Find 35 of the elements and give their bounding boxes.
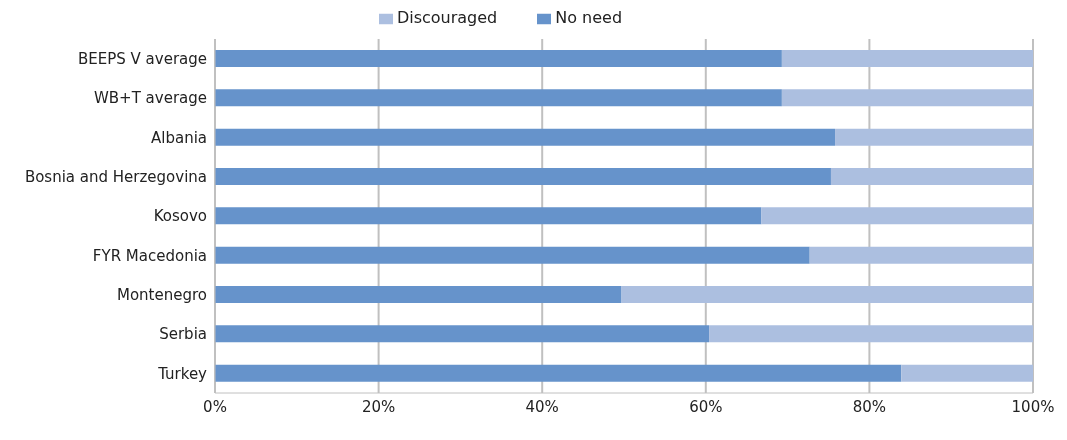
bar (215, 89, 782, 107)
bar (830, 168, 1033, 186)
x-tick-label: 20% (361, 397, 396, 416)
bar (215, 207, 762, 225)
bar (809, 246, 1033, 264)
x-tick-label: 80% (852, 397, 887, 416)
bar (761, 207, 1033, 225)
legend-label: No need (555, 8, 623, 27)
y-tick-label: Montenegro (116, 285, 207, 304)
bar (781, 89, 1033, 107)
bar (215, 128, 836, 146)
bar (215, 168, 831, 186)
legend-label: Discouraged (396, 8, 498, 27)
y-tick-label: Bosnia and Herzegovina (24, 167, 207, 186)
bar (215, 246, 810, 264)
x-tick-label: 40% (525, 397, 559, 416)
bar (621, 286, 1033, 304)
y-tick-label: Albania (150, 128, 207, 147)
bar (215, 50, 782, 68)
bar (709, 325, 1033, 343)
y-tick-label: FYR Macedonia (92, 246, 207, 265)
x-tick-label: 0% (203, 397, 227, 416)
y-tick-label: WB+T average (93, 89, 207, 108)
bar (215, 325, 710, 343)
y-tick-label: Turkey (157, 364, 208, 383)
bar (215, 364, 902, 382)
bar (901, 364, 1033, 382)
bar (835, 128, 1033, 146)
bar (781, 50, 1033, 68)
y-tick-label: BEEPS V average (77, 49, 207, 68)
y-tick-label: Kosovo (153, 207, 207, 226)
y-tick-label: Serbia (159, 325, 207, 344)
bar (215, 286, 622, 304)
x-tick-label: 60% (689, 397, 723, 416)
x-tick-label: 100% (1011, 397, 1055, 416)
